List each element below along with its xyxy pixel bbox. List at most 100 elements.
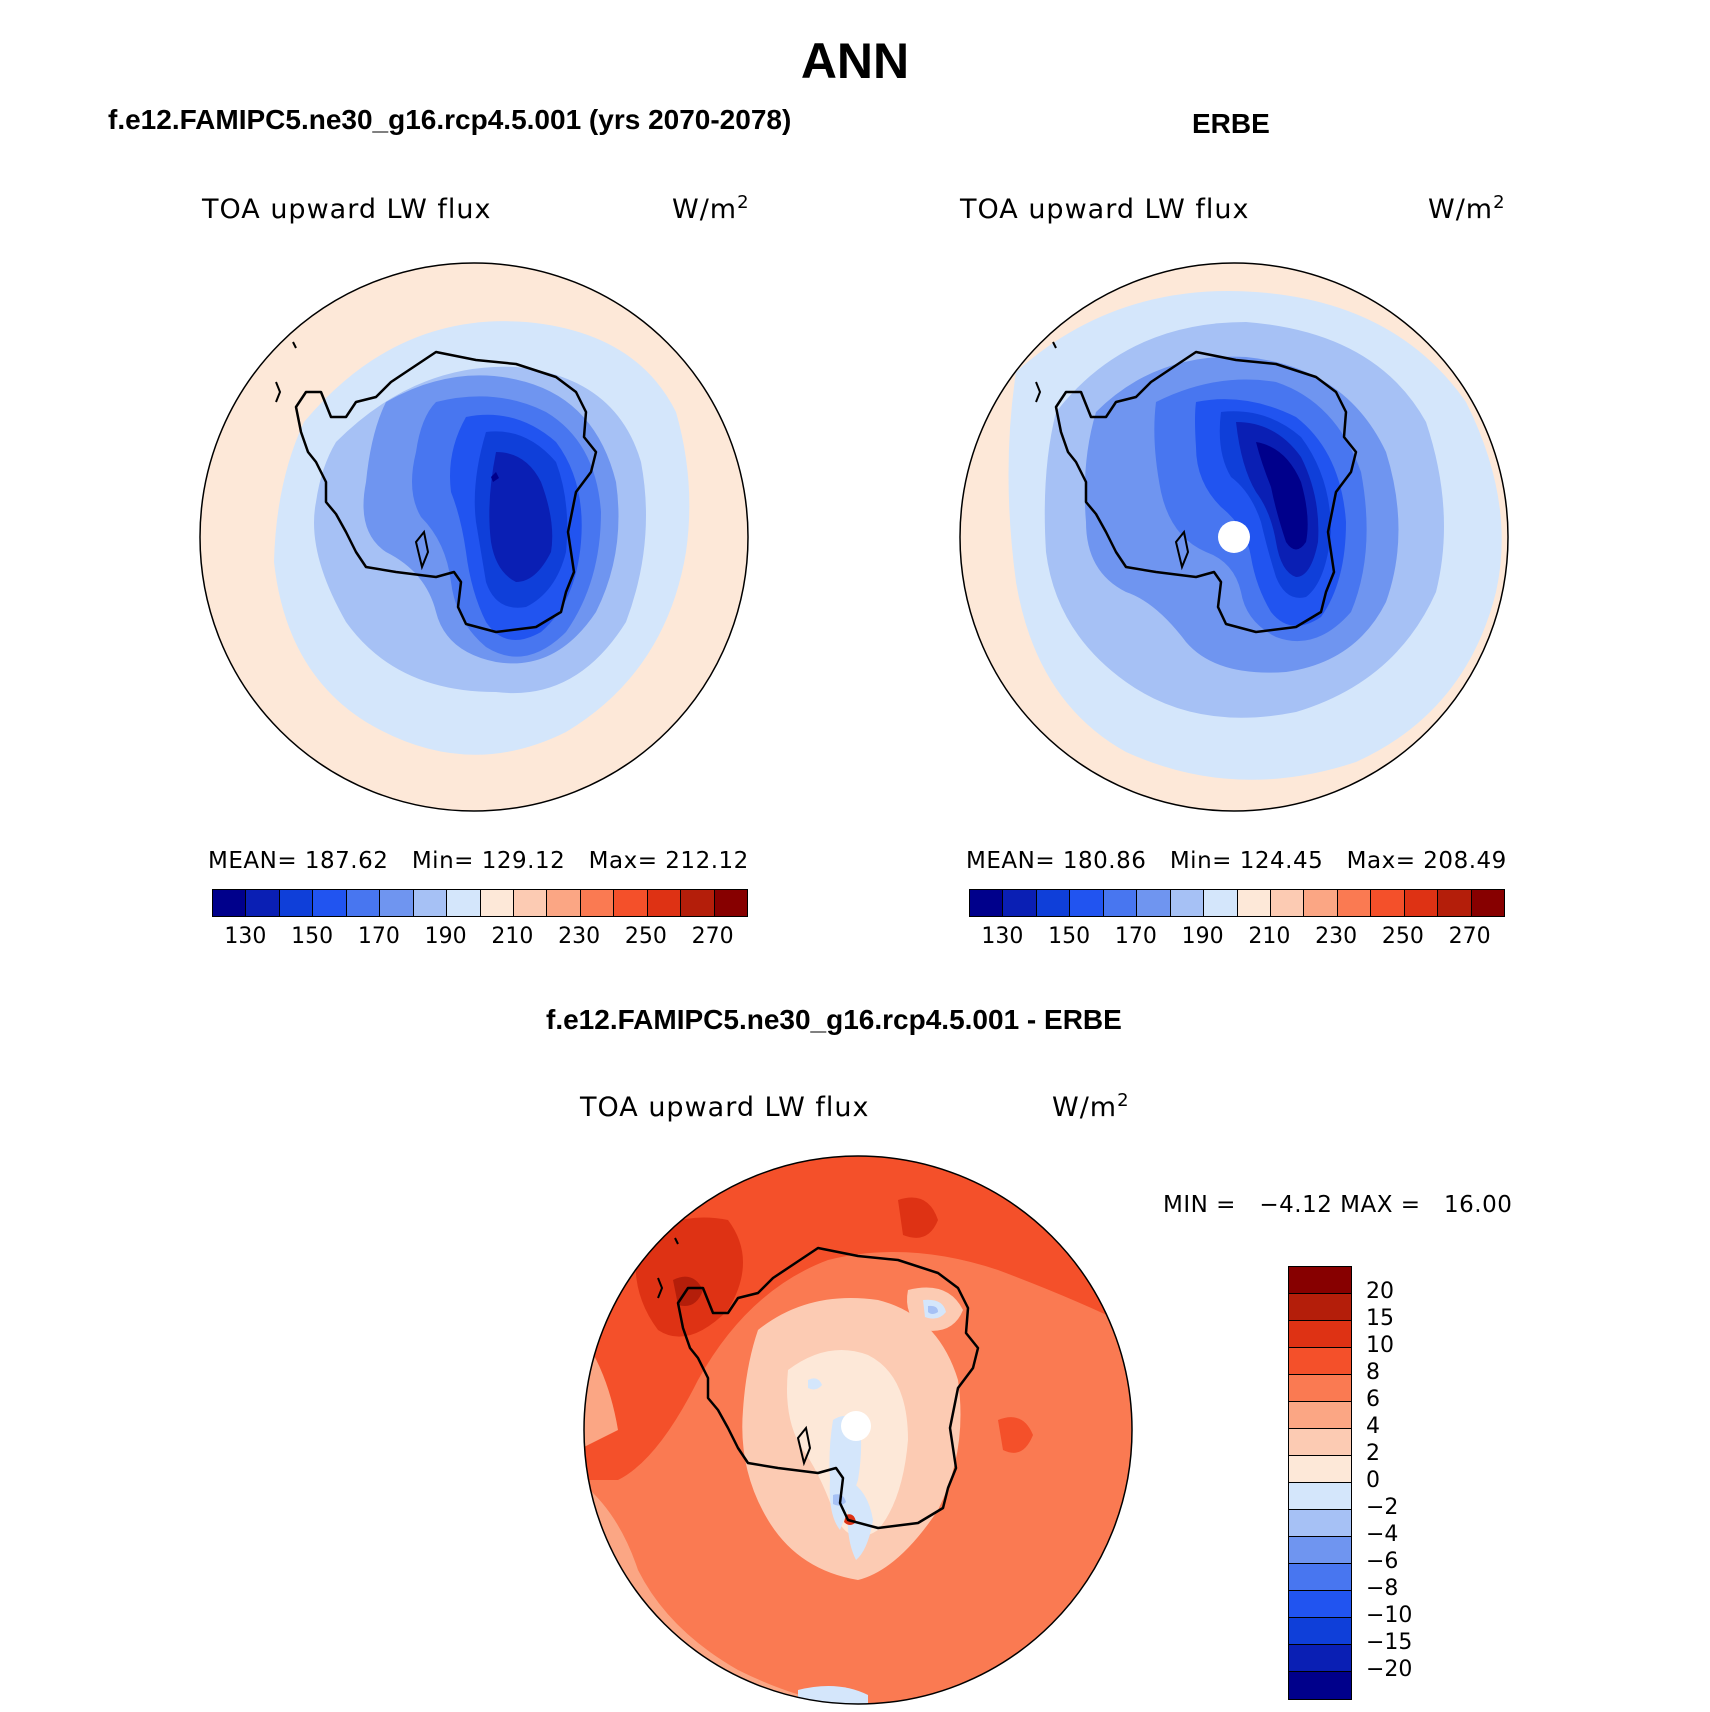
colorbar-swatch: [1036, 890, 1071, 916]
colorbar-swatch: [1070, 890, 1104, 916]
colorbar-tick-label: 170: [357, 924, 400, 949]
colorbar-swatch: [647, 890, 682, 916]
colorbar-swatch: [1289, 1510, 1351, 1537]
panel3-colorbar-labels: 20 15 10 8 6 4 2 0 −2 −4 −6 −8 −10 −15 −20: [1366, 1266, 1466, 1706]
colorbar-tick-label: −6: [1366, 1549, 1399, 1574]
colorbar-tick-label: 270: [691, 924, 734, 949]
colorbar-swatch: [447, 890, 481, 916]
colorbar-swatch: [970, 890, 1004, 916]
colorbar-swatch: [1289, 1483, 1351, 1510]
colorbar-tick-label: 270: [1448, 924, 1491, 949]
panel3-title: f.e12.FAMIPC5.ne30_g16.rcp4.5.001 - ERBE: [546, 1004, 1122, 1035]
colorbar-tick-label: −4: [1366, 1522, 1399, 1547]
colorbar-swatch: [279, 890, 314, 916]
colorbar-tick-label: 4: [1366, 1414, 1380, 1439]
panel1-colorbar: [212, 889, 748, 917]
panel3-field-label: TOA upward LW flux: [580, 1092, 870, 1123]
panel1-colorbar-labels: 130 150 170 190 210 230 250 270: [212, 924, 746, 954]
colorbar-tick-label: 15: [1366, 1306, 1394, 1331]
colorbar-tick-label: 230: [1315, 924, 1358, 949]
colorbar-swatch: [1289, 1429, 1351, 1456]
panel2-polar-map: [959, 262, 1509, 812]
panel3-units: W/m2: [1052, 1090, 1130, 1123]
panel2-units: W/m2: [1428, 192, 1506, 225]
colorbar-swatch: [714, 890, 747, 916]
colorbar-swatch: [380, 890, 414, 916]
colorbar-swatch: [1289, 1267, 1351, 1294]
colorbar-tick-label: −20: [1366, 1657, 1413, 1682]
colorbar-tick-label: 130: [981, 924, 1024, 949]
colorbar-swatch: [1404, 890, 1439, 916]
panel2-colorbar-labels: 130 150 170 190 210 230 250 270: [969, 924, 1503, 954]
panel1-field-label: TOA upward LW flux: [202, 194, 492, 225]
colorbar-swatch: [1170, 890, 1205, 916]
colorbar-swatch: [580, 890, 615, 916]
colorbar-swatch: [1204, 890, 1238, 916]
colorbar-swatch: [1289, 1402, 1351, 1429]
colorbar-tick-label: 20: [1366, 1279, 1394, 1304]
colorbar-swatch: [1304, 890, 1338, 916]
colorbar-swatch: [1289, 1591, 1351, 1618]
colorbar-tick-label: 8: [1366, 1360, 1380, 1385]
colorbar-swatch: [1003, 890, 1037, 916]
colorbar-swatch: [1337, 890, 1372, 916]
colorbar-tick-label: 0: [1366, 1468, 1380, 1493]
panel3-polar-map: [583, 1155, 1133, 1705]
colorbar-tick-label: 210: [1248, 924, 1291, 949]
panel2-field-label: TOA upward LW flux: [960, 194, 1250, 225]
panel2-colorbar: [969, 889, 1505, 917]
panel2-title: ERBE: [1192, 108, 1270, 139]
colorbar-swatch: [1289, 1375, 1351, 1402]
colorbar-tick-label: 130: [224, 924, 267, 949]
colorbar-swatch: [313, 890, 347, 916]
colorbar-tick-label: 6: [1366, 1387, 1380, 1412]
colorbar-tick-label: −10: [1366, 1603, 1413, 1628]
colorbar-swatch: [413, 890, 448, 916]
colorbar-tick-label: −15: [1366, 1630, 1413, 1655]
colorbar-swatch: [1289, 1321, 1351, 1348]
panel3-colorbar: [1288, 1266, 1352, 1700]
colorbar-tick-label: 190: [1181, 924, 1224, 949]
colorbar-swatch: [1270, 890, 1305, 916]
panel1-stats: MEAN= 187.62 Min= 129.12 Max= 212.12: [208, 848, 749, 874]
figure-title: ANN: [800, 33, 910, 89]
panel3-minmax: MIN = −4.12 MAX = 16.00: [1163, 1192, 1513, 1218]
colorbar-swatch: [346, 890, 381, 916]
colorbar-swatch: [246, 890, 280, 916]
colorbar-swatch: [480, 890, 514, 916]
colorbar-swatch: [1289, 1294, 1351, 1321]
colorbar-swatch: [513, 890, 548, 916]
panel2-stats: MEAN= 180.86 Min= 124.45 Max= 208.49: [966, 848, 1507, 874]
colorbar-swatch: [681, 890, 715, 916]
colorbar-swatch: [213, 890, 247, 916]
colorbar-tick-label: 150: [1048, 924, 1091, 949]
colorbar-swatch: [1289, 1618, 1351, 1645]
colorbar-swatch: [1471, 890, 1504, 916]
colorbar-swatch: [547, 890, 581, 916]
colorbar-swatch: [1103, 890, 1138, 916]
colorbar-swatch: [1289, 1537, 1351, 1564]
colorbar-swatch: [1289, 1564, 1351, 1591]
panel1-polar-map: [199, 262, 749, 812]
colorbar-tick-label: 250: [1381, 924, 1424, 949]
panel1-title: f.e12.FAMIPC5.ne30_g16.rcp4.5.001 (yrs 2…: [108, 104, 792, 135]
colorbar-tick-label: −2: [1366, 1495, 1399, 1520]
colorbar-tick-label: 170: [1114, 924, 1157, 949]
colorbar-tick-label: 250: [624, 924, 667, 949]
colorbar-swatch: [1289, 1348, 1351, 1375]
panel1-units: W/m2: [672, 192, 750, 225]
colorbar-tick-label: −8: [1366, 1576, 1399, 1601]
colorbar-swatch: [614, 890, 648, 916]
colorbar-tick-label: 190: [424, 924, 467, 949]
colorbar-swatch: [1289, 1645, 1351, 1672]
colorbar-tick-label: 210: [491, 924, 534, 949]
colorbar-swatch: [1137, 890, 1171, 916]
colorbar-swatch: [1237, 890, 1271, 916]
colorbar-swatch: [1289, 1672, 1351, 1699]
colorbar-swatch: [1438, 890, 1472, 916]
colorbar-tick-label: 230: [558, 924, 601, 949]
colorbar-tick-label: 10: [1366, 1333, 1394, 1358]
colorbar-tick-label: 150: [291, 924, 334, 949]
colorbar-tick-label: 2: [1366, 1441, 1380, 1466]
colorbar-swatch: [1289, 1456, 1351, 1483]
